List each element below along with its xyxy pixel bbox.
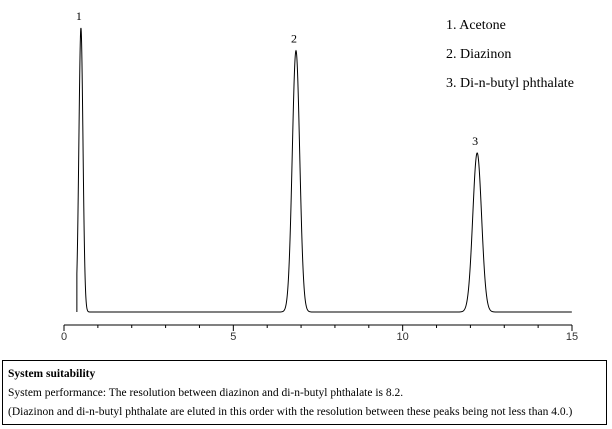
- chromatogram-trace: [76, 27, 572, 313]
- elution-order-text: (Diazinon and di-n-butyl phthalate are e…: [8, 406, 573, 418]
- legend-item-2: 2. Diazinon: [446, 47, 511, 62]
- chromatogram: 0 5 10 15 1 2 3 1. Acetone 2. Diazinon 3. Di-…: [61, 9, 578, 343]
- peak-label-1: 1: [76, 9, 82, 23]
- x-tick-label: 10: [397, 331, 409, 343]
- x-tick-label: 0: [61, 331, 67, 343]
- system-suitability-title: System suitability: [8, 368, 96, 380]
- x-tick-label: 5: [230, 331, 236, 343]
- peak-label-2: 2: [291, 32, 297, 46]
- x-tick-label: 15: [566, 331, 578, 343]
- peak-label-3: 3: [472, 134, 478, 148]
- system-performance-text: System performance: The resolution betwe…: [8, 387, 404, 399]
- legend: 1. Acetone 2. Diazinon 3. Di-n-butyl pht…: [446, 18, 574, 91]
- legend-item-1: 1. Acetone: [446, 18, 506, 33]
- system-suitability-box: System suitability System performance: T…: [2, 360, 607, 425]
- legend-item-3: 3. Di-n-butyl phthalate: [446, 76, 574, 91]
